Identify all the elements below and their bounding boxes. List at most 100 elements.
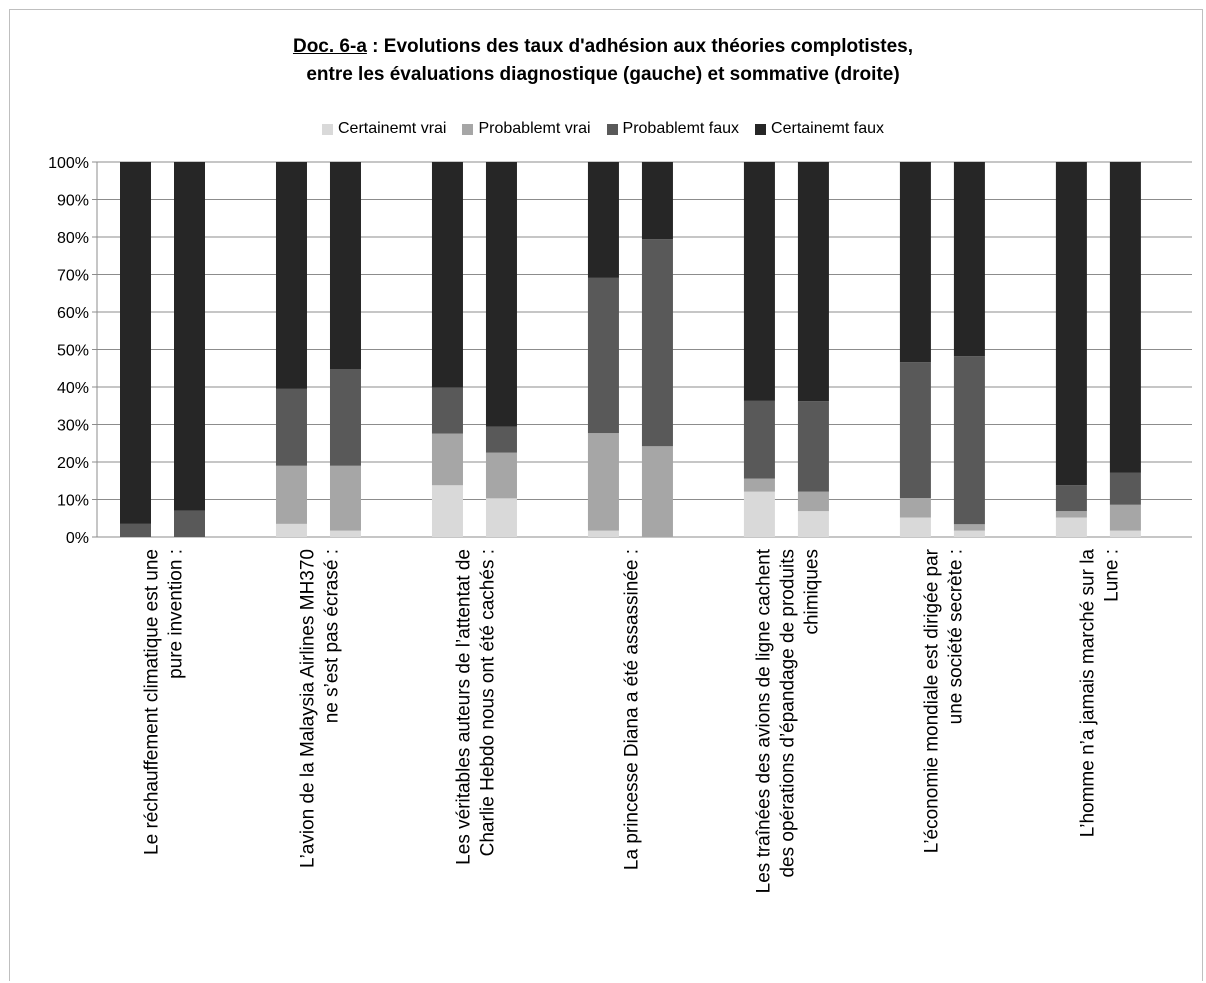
bar-segment bbox=[953, 530, 985, 537]
x-category-label: L’homme n’a jamais marché sur la Lune : bbox=[1077, 549, 1122, 838]
bar-segment bbox=[485, 452, 517, 499]
bar-segment bbox=[797, 511, 829, 537]
legend-item-certainement-faux: Certainemt faux bbox=[755, 120, 884, 138]
bar-segment bbox=[743, 491, 775, 537]
bar-segment bbox=[431, 485, 463, 537]
bar-segment bbox=[641, 162, 673, 240]
bar-segment bbox=[1109, 530, 1141, 537]
bar-segment bbox=[587, 530, 619, 537]
legend-label: Certainemt faux bbox=[771, 120, 884, 137]
x-category-label-line: Lune : bbox=[1101, 549, 1122, 602]
x-category-label: Le réchauffement climatique est une pure … bbox=[142, 549, 187, 855]
legend-item-probablement-vrai: Probablemt vrai bbox=[462, 120, 591, 138]
bar-segment bbox=[743, 162, 775, 401]
bar-segment bbox=[1055, 517, 1087, 537]
x-category-label-line: L’homme n’a jamais marché sur la bbox=[1077, 549, 1098, 838]
x-category-label: Les traînées des avions de ligne cachent… bbox=[753, 548, 822, 893]
legend-swatch bbox=[606, 123, 618, 135]
bar-segment bbox=[1055, 485, 1087, 512]
legend-swatch bbox=[755, 123, 767, 135]
title-rest: : Evolutions des taux d'adhésion aux thé… bbox=[366, 36, 914, 57]
legend-item-probablement-faux: Probablemt faux bbox=[606, 120, 740, 138]
bar-segment bbox=[641, 446, 673, 537]
x-category-label-line: une société secrète : bbox=[945, 549, 966, 724]
bar-segment bbox=[431, 433, 463, 486]
bar-segment bbox=[1055, 162, 1087, 486]
y-tick-label: 20% bbox=[57, 455, 89, 472]
x-category-label-line: Les traînées des avions de ligne cachent bbox=[753, 548, 774, 893]
x-category-label: L’économie mondiale est dirigée par une s… bbox=[921, 548, 966, 853]
y-tick-label: 70% bbox=[57, 268, 89, 285]
x-category-label-line: ne s’est pas écrasé : bbox=[321, 549, 342, 723]
bar-segment bbox=[953, 524, 985, 531]
bar-segment bbox=[120, 162, 151, 524]
bar-segment bbox=[953, 162, 985, 357]
x-category-label-line: chimiques bbox=[801, 549, 822, 635]
y-tick-label: 10% bbox=[57, 493, 89, 510]
bar-segment bbox=[587, 162, 619, 278]
bar-segment bbox=[329, 530, 361, 537]
bar-segment bbox=[1109, 472, 1141, 505]
legend-label: Probablemt vrai bbox=[478, 120, 591, 137]
bar-segment bbox=[275, 465, 307, 524]
bar-segment bbox=[899, 162, 931, 363]
bar-segment bbox=[587, 433, 619, 531]
x-category-label-line: La princesse Diana a été assassinée : bbox=[621, 549, 642, 870]
y-tick-label: 30% bbox=[57, 418, 89, 435]
x-category-label: L’avion de la Malaysia Airlines MH370 ne … bbox=[297, 549, 342, 868]
y-tick-label: 100% bbox=[48, 155, 89, 172]
bar-segment bbox=[797, 491, 829, 512]
bar-segment bbox=[120, 523, 151, 537]
bar-segment bbox=[275, 523, 307, 537]
bar-segment bbox=[899, 517, 931, 537]
x-category-label-line: L’économie mondiale est dirigée par bbox=[921, 548, 942, 853]
bar-segment bbox=[899, 362, 931, 498]
bar-segment bbox=[1109, 504, 1141, 531]
title-prefix: Doc. 6-a bbox=[292, 36, 367, 57]
y-tick-label: 90% bbox=[57, 193, 89, 210]
bar-segment bbox=[1055, 511, 1087, 518]
x-category-label-line: Les véritables auteurs de l’attentat de bbox=[453, 549, 474, 865]
bar-segment bbox=[485, 162, 517, 427]
bar-segment bbox=[953, 356, 985, 525]
bar-segment bbox=[1109, 162, 1141, 473]
bar-segment bbox=[485, 426, 517, 453]
y-tick-label: 50% bbox=[57, 343, 89, 360]
chart-title: Doc. 6-a : Evolutions des taux d'adhésio… bbox=[0, 33, 1206, 89]
bar-segment bbox=[329, 465, 361, 531]
x-category-label-line: Charlie Hebdo nous ont été cachés : bbox=[477, 549, 498, 856]
y-tick-label: 40% bbox=[57, 380, 89, 397]
x-category-label-line: des opérations d’épandage de produits bbox=[777, 549, 798, 878]
x-category-label-line: L’avion de la Malaysia Airlines MH370 bbox=[297, 549, 318, 868]
bar-segment bbox=[275, 388, 307, 466]
x-category-label: Les véritables auteurs de l’attentat de C… bbox=[453, 549, 498, 865]
chart-legend: Certainemt vrai Probablemt vrai Probable… bbox=[0, 120, 1206, 138]
bar-segment bbox=[431, 162, 463, 388]
y-tick-label: 60% bbox=[57, 305, 89, 322]
bar-segment bbox=[899, 498, 931, 518]
legend-label: Certainemt vrai bbox=[338, 120, 447, 137]
bar-segment bbox=[485, 498, 517, 537]
bar-segment bbox=[329, 162, 361, 369]
bar-segment bbox=[743, 400, 775, 479]
bar-segment bbox=[174, 510, 205, 537]
bar-segment bbox=[174, 162, 205, 511]
legend-item-certainement-vrai: Certainemt vrai bbox=[322, 120, 446, 138]
y-tick-label: 80% bbox=[57, 230, 89, 247]
x-category-label-line: pure invention : bbox=[166, 549, 187, 679]
legend-swatch bbox=[462, 123, 474, 135]
bar-segment bbox=[431, 387, 463, 434]
bar-segment bbox=[743, 478, 775, 492]
bar-segment bbox=[329, 369, 361, 466]
x-category-label: La princesse Diana a été assassinée : bbox=[621, 549, 642, 870]
bar-segment bbox=[797, 401, 829, 492]
bar-segment bbox=[587, 277, 619, 434]
legend-swatch bbox=[322, 123, 333, 135]
title-line-1: Doc. 6-a : Evolutions des taux d'adhésio… bbox=[0, 33, 1206, 61]
bar-segment bbox=[797, 162, 829, 402]
legend-label: Probablemt faux bbox=[622, 120, 740, 137]
bar-segment bbox=[275, 162, 307, 389]
y-tick-label: 0% bbox=[66, 530, 89, 547]
bar-segment bbox=[641, 239, 673, 447]
